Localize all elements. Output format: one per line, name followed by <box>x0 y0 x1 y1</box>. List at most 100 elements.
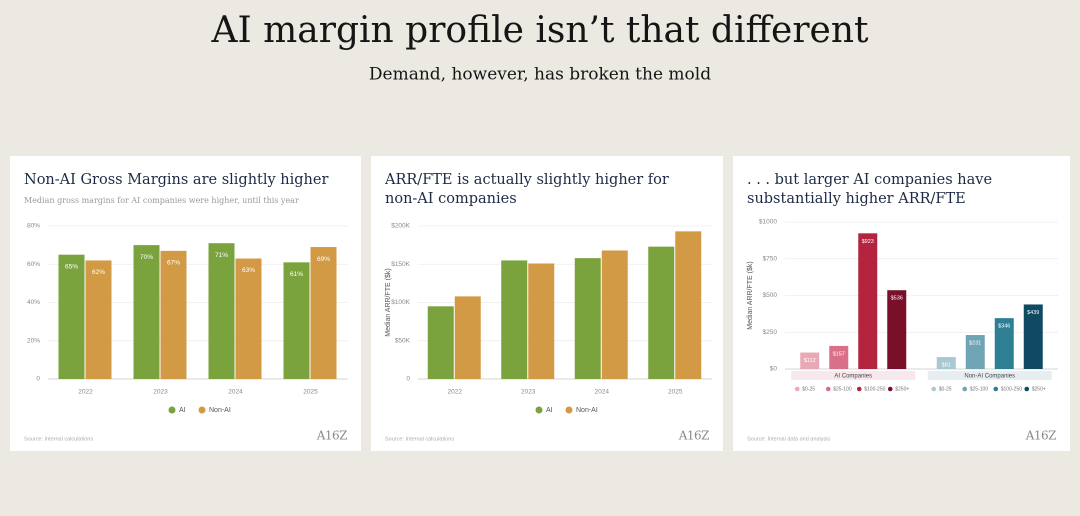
y-tick-label: $200K <box>391 223 410 230</box>
data-label: $112 <box>804 358 816 364</box>
legend-marker <box>535 406 543 414</box>
source-note: Source: Internal calculations <box>385 436 454 442</box>
x-tick-label: 2023 <box>153 389 168 396</box>
group-label: Non-AI Companies <box>964 374 1015 380</box>
data-label: $231 <box>969 340 981 346</box>
data-label: 71% <box>215 252 228 259</box>
y-tick-label: $50K <box>395 337 411 344</box>
x-tick-label: 2025 <box>303 389 318 396</box>
slide-title: AI margin profile isn’t that different <box>210 10 869 51</box>
legend-marker <box>887 386 893 392</box>
data-label: 67% <box>167 260 180 267</box>
bar <box>528 263 555 379</box>
bar <box>994 318 1014 369</box>
x-tick-label: 2024 <box>595 389 610 396</box>
x-tick-label: 2024 <box>228 389 243 396</box>
data-label: 62% <box>92 269 105 276</box>
x-tick-label: 2022 <box>78 389 93 396</box>
legend-label: $25-100 <box>833 386 852 392</box>
bar <box>85 260 112 379</box>
chart-title: ARR/FTE is actually slightly higher for n… <box>384 172 669 207</box>
legend-label: AI <box>546 407 553 414</box>
legend-marker <box>856 386 862 392</box>
y-tick-label: $150K <box>391 261 410 268</box>
bar <box>858 233 878 369</box>
legend-label: $250+ <box>895 386 909 392</box>
y-tick-label: 40% <box>27 299 40 306</box>
bar <box>800 352 820 369</box>
legend-label: $100-250 <box>864 386 885 392</box>
data-label: $439 <box>1027 310 1039 316</box>
legend-marker <box>565 406 573 414</box>
legend-label: $25-100 <box>970 386 989 392</box>
y-tick-label: $500 <box>763 292 778 299</box>
legend-marker <box>168 406 176 414</box>
bar <box>1023 304 1043 369</box>
data-label: $536 <box>891 296 903 302</box>
bar <box>310 247 337 379</box>
legend-marker <box>1024 386 1030 392</box>
source-note: Source: Internal data and analysis <box>747 436 830 442</box>
y-tick-label: $1000 <box>759 219 777 226</box>
data-label: $157 <box>833 351 845 357</box>
y-tick-label: $0 <box>770 366 778 373</box>
data-label: 65% <box>65 263 78 270</box>
bar <box>427 306 454 379</box>
bar <box>675 231 702 379</box>
group-label: AI Companies <box>834 374 872 380</box>
bar <box>454 296 481 379</box>
legend-label: $0-25 <box>802 386 815 392</box>
x-tick-label: 2022 <box>448 389 463 396</box>
y-axis-label: Median ARR/FTE ($k) <box>385 268 392 336</box>
bar <box>829 345 849 369</box>
y-tick-label: 80% <box>27 223 40 230</box>
source-note: Source: Internal calculations <box>24 436 93 442</box>
y-tick-label: $100K <box>391 299 410 306</box>
legend-marker <box>198 406 206 414</box>
bar <box>208 243 235 379</box>
legend-label: Non-AI <box>576 407 598 414</box>
legend-label: Non-AI <box>209 407 231 414</box>
legend-label: $100-250 <box>1001 386 1022 392</box>
y-tick-label: 20% <box>27 337 40 344</box>
group-label-box <box>927 371 1052 380</box>
legend-marker <box>962 386 968 392</box>
y-tick-label: $250 <box>763 329 778 336</box>
bar <box>133 245 160 379</box>
legend-label: $250+ <box>1032 386 1046 392</box>
brand-logo: A16Z <box>316 429 347 443</box>
data-label: $81 <box>942 363 951 369</box>
legend-marker <box>931 386 937 392</box>
bar <box>601 250 628 379</box>
x-tick-label: 2023 <box>521 389 536 396</box>
bar <box>965 335 985 369</box>
y-axis-label: Median ARR/FTE ($k) <box>747 261 754 329</box>
data-label: 61% <box>290 271 303 278</box>
data-label: 63% <box>242 267 255 274</box>
y-tick-label: 0 <box>406 376 410 383</box>
legend-label: AI <box>179 407 186 414</box>
bar <box>283 262 310 379</box>
y-tick-label: 0 <box>36 376 40 383</box>
bar <box>648 246 675 379</box>
y-tick-label: 60% <box>27 261 40 268</box>
x-tick-label: 2025 <box>668 389 683 396</box>
chart-title: Non-AI Gross Margins are slightly higher <box>24 172 328 188</box>
legend-label: $0-25 <box>939 386 952 392</box>
legend-marker <box>794 386 800 392</box>
legend-marker <box>993 386 999 392</box>
bar <box>574 258 601 379</box>
data-label: $923 <box>862 239 874 245</box>
data-label: $346 <box>998 324 1010 330</box>
bar <box>235 258 262 379</box>
data-label: 69% <box>317 256 330 263</box>
bar <box>887 290 907 369</box>
bar <box>160 250 187 379</box>
chart-title: . . . but larger AI companies have substa… <box>747 172 992 207</box>
slide-subtitle: Demand, however, has broken the mold <box>369 65 711 85</box>
brand-logo: A16Z <box>678 429 709 443</box>
group-label-box <box>791 371 916 380</box>
bar <box>501 260 528 379</box>
